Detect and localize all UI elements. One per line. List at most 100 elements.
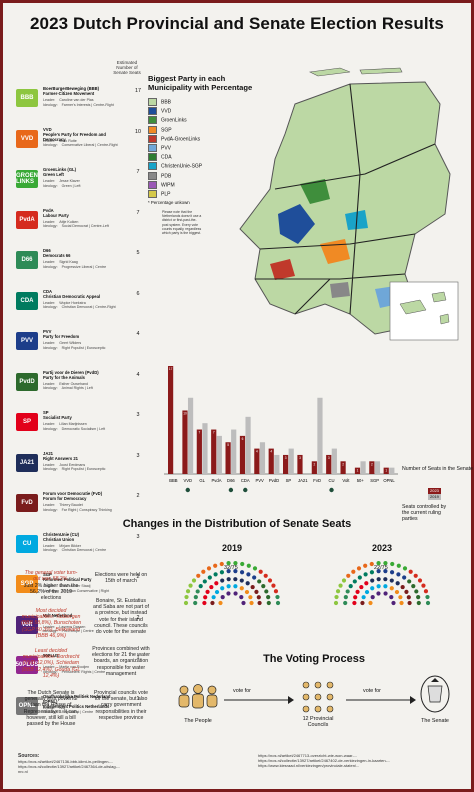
ideology-label: Ideology: [43,183,58,188]
party-seats: 2 [136,493,140,499]
senate-seat [250,584,255,590]
party-logo: CDA [16,291,38,310]
party-ideology: Regionalist | Centre [61,710,94,715]
senate-seat [360,600,365,606]
ideology-label: Ideology: [43,102,58,107]
bar-value-label: 2 [371,462,373,466]
senate-seat [220,595,225,600]
party-row: BBB BoerBurgerBeweging (BBB) Farmer-Citiz… [16,86,146,114]
bar-2023 [340,461,346,474]
party-leader: Laurens Dassen [59,624,86,629]
party-seats: 4 [136,331,140,337]
leader-label: Leader: [43,665,56,669]
senate-seat [252,566,258,571]
ruling-party-marker [228,487,234,493]
senate-seat [389,578,394,583]
senate-seat [240,561,245,567]
party-leader: Sigrid Kaag [59,260,78,264]
party-row: OPNL Onafhankelijke Politiek Nederland (O… [16,694,146,722]
x-tick-label: BBB [169,478,178,483]
senate-seat [353,595,358,600]
senate-seat [193,600,198,606]
leader-label: Leader: [43,260,56,264]
senate-seat [233,561,238,566]
legend-label: ChristenUnie-SGP [161,163,203,170]
senate-seat [425,594,430,600]
senate-seats-bar-chart: 17 BBB 10 VVD 7 GL 7 PvdA 5 D66 6 CDA 4 PVV 4 PvdD 3 SP 3 J… [164,366,398,493]
senate-hemicycle-2023 [333,561,431,606]
page-title: 2023 Dutch Provincial and Senate Electio… [30,14,444,33]
party-seats: 4 [136,371,140,378]
legend-swatch [148,190,157,198]
senate-seat [334,594,339,600]
fact-bonaire: Bonaire, St. Eustatius and Saba are not … [93,598,149,636]
senate-seat [184,594,189,600]
senate-seat [348,584,353,589]
senate-seat [198,584,203,589]
bar-2023 [369,461,375,474]
party-leader: Martin van Rooijen [59,665,90,669]
legend-swatch [148,180,157,189]
party-info: Leader: Lilian Marijnissen Ideology: Democr… [43,422,125,431]
fact-turnout: The general voter turn-out was 58,2%. [24,570,78,583]
party-info: Leader: Caroline van der Plas Ideology: Far… [43,98,125,107]
senate-seat [383,561,388,566]
bar-value-label: 3 [328,456,330,460]
party-name: 50PLUS [43,653,59,658]
x-tick-label: 50+ [357,478,365,483]
party-logo: JA21 [16,453,38,472]
senate-seat [370,595,375,600]
party-logo: 50PLUS [16,656,38,674]
party-leader: Mark Rutte [59,138,77,143]
map-legend-item: CDA [148,153,172,162]
legend-swatch [148,116,157,125]
party-seats: 17 [135,88,141,94]
party-logo: Volt [16,615,38,634]
senate-seat [239,578,244,583]
party-name: PvdA Labour Party [43,207,69,218]
x-tick-label: PVV [255,478,264,483]
bar-legend-2019: 2019 [428,494,441,500]
party-info: Leader: N/A Ideology: Regionalist | Centre [43,706,125,715]
senate-seat [351,569,356,574]
legend-swatch [148,98,157,106]
party-name: Volt Nederland [43,612,73,618]
fact-provincial: Provincial councils vote for the senate,… [94,690,148,721]
bar-value-label: 3 [285,456,287,460]
party-logo: PVV [16,332,38,350]
legend-swatch [148,125,157,134]
senate-seat [258,569,263,574]
bar-value-label: 1 [357,469,359,473]
leader-label: Leader: [43,422,56,426]
ideology-label: Ideology: [43,710,58,715]
senate-seat [233,584,238,589]
senate-seat [413,573,418,578]
ideology-label: Ideology: [43,669,58,674]
senate-seat [383,591,388,596]
party-ideology: Green | Left [61,183,81,188]
senate-seat [369,561,374,567]
legend-swatch [148,162,157,171]
party-ideology: Animal Rights | Left [61,386,93,391]
bar-value-label: 7 [213,431,215,435]
ruling-parties-label: Seats controlled by the current ruling p… [402,504,447,522]
senate-seat [218,600,223,606]
leader-label: Leader: [43,381,56,386]
senate-seat [390,561,395,567]
ideology-label: Ideology: [43,467,58,472]
senate-seat [257,600,262,606]
party-seats: 1 [136,655,140,661]
senate-seat [425,600,431,606]
senate-seat [396,572,401,577]
ideology-label: Ideology: [43,548,58,553]
x-tick-label: SGP [370,478,379,483]
party-seats: 7 [136,169,140,175]
legend-swatch [148,153,157,162]
ruling-party-marker [329,487,334,493]
senate-seat [416,600,421,606]
senate-seat [364,589,370,595]
party-row: 50PLUS 50PLUS Leader: Martin van Rooijen Ide… [16,653,146,681]
party-ideology: Social Democrat | Centre-Left [61,224,109,229]
legend-label: WIPM [161,182,175,189]
party-logo: CU [16,534,38,553]
